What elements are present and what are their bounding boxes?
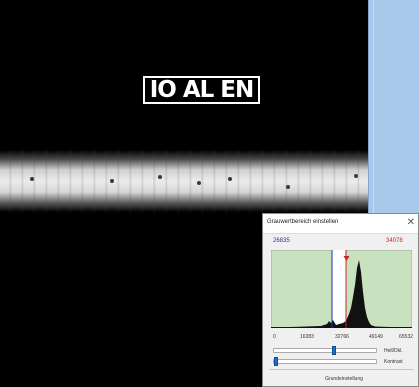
grey-histogram[interactable] [271,250,412,328]
selected-range [332,250,346,328]
contrast-slider[interactable] [273,357,377,366]
iqi-dot [197,181,201,185]
iqi-dot [228,177,232,181]
iqi-dot [158,175,162,179]
weld-texture [0,150,368,212]
dialog-separator [269,369,414,370]
upper-marker-arrow [343,256,350,261]
axis-label: 0 [273,334,276,340]
iqi-dot [286,185,290,189]
weld-seam-image [0,150,368,212]
dialog-titlebar[interactable]: Grauwertbereich einstellen ✕ [263,214,418,234]
upper-grey-value: 34078 [386,238,403,244]
iqi-marker: IO AL EN [143,76,260,104]
contrast-label: Kontrast [384,359,403,365]
brightness-slider-thumb[interactable] [332,346,336,355]
dialog-title: Grauwertbereich einstellen [267,219,339,225]
grey-range-dialog: Grauwertbereich einstellen ✕ 26835 34078… [262,213,419,387]
axis-label: 49149 [369,334,383,340]
xray-image-viewer[interactable]: IO AL EN [0,0,368,387]
contrast-slider-thumb[interactable] [274,357,278,366]
iqi-dot [30,177,34,181]
brightness-slider[interactable] [273,346,377,355]
close-icon[interactable]: ✕ [406,217,415,228]
iqi-dot [110,179,114,183]
side-panel-highlight [373,0,374,387]
axis-label: 65532 [399,334,413,340]
brightness-label: Hell/Dkl. [384,348,403,354]
iqi-label: IO AL EN [149,77,255,103]
axis-label: 32766 [335,334,349,340]
axis-label: 16383 [300,334,314,340]
lower-grey-value: 26835 [273,238,290,244]
reset-button[interactable]: Grundeinstellung [325,376,363,382]
iqi-dot [354,174,358,178]
